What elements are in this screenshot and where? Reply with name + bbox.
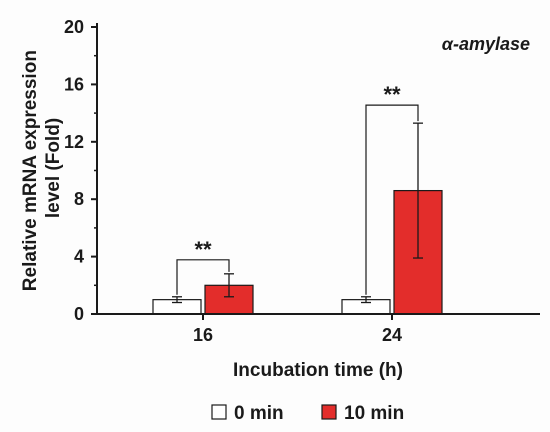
y-ticks-layer: 0 4 8 12 16 20	[64, 17, 97, 324]
y-tick-label: 20	[64, 17, 84, 37]
y-axis-title: Relative mRNA expression level (Fold)	[20, 45, 64, 291]
significance-bracket	[365, 104, 419, 295]
annotation-label: α-amylase	[442, 34, 530, 54]
y-axis-title-line-2: level (Fold)	[43, 118, 64, 218]
error-bars-layer	[172, 122, 423, 304]
significance-label: **	[194, 237, 212, 262]
legend-label: 0 min	[234, 403, 284, 424]
legend: 0 min 10 min	[211, 403, 404, 424]
axes-layer	[96, 23, 540, 315]
x-ticks-layer: 16 24	[193, 314, 402, 345]
legend-swatch-10-min	[321, 404, 337, 420]
y-tick-label: 0	[74, 304, 84, 324]
y-axis-title-line-1: Relative mRNA expression	[20, 50, 41, 291]
legend-label: 10 min	[344, 403, 404, 424]
x-tick-label: 16	[193, 325, 213, 345]
y-tick-label: 4	[74, 247, 84, 267]
y-tick-label: 12	[64, 132, 84, 152]
significance-layer: ** **	[176, 82, 419, 295]
x-tick-label: 24	[382, 325, 402, 345]
y-tick-label: 8	[74, 189, 84, 209]
legend-swatch-0-min	[211, 404, 227, 420]
significance-label: **	[383, 82, 401, 107]
x-axis-title: Incubation time (h)	[233, 360, 403, 381]
significance-bracket	[176, 259, 230, 295]
y-tick-label: 16	[64, 74, 84, 94]
